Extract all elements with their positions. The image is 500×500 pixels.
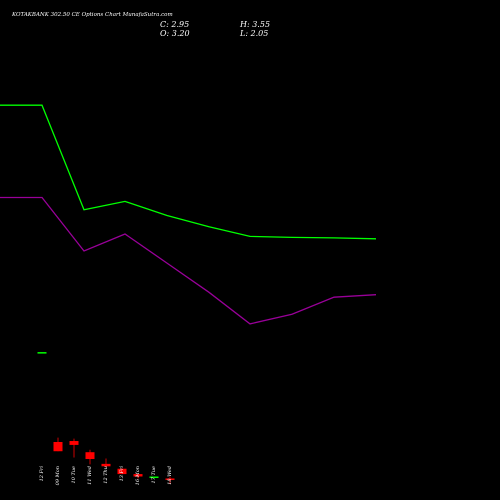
candlesticks: [37, 352, 175, 485]
candle-0: [37, 352, 47, 354]
candle-5: [117, 468, 127, 475]
x-tick-label: 09 Mon: [55, 466, 61, 485]
x-tick-label: 12 Fri: [39, 466, 45, 482]
x-tick-label: 12 Thu: [103, 466, 109, 484]
candle-4: [101, 458, 111, 468]
candle-body: [69, 441, 79, 445]
moving-average-lines: [0, 104, 377, 325]
candle-body: [133, 474, 143, 477]
candle-body: [149, 476, 159, 479]
x-tick-label: 18 Wed: [167, 466, 173, 485]
open-value: O: 3.20: [160, 29, 190, 38]
candle-body: [37, 352, 47, 354]
x-tick-label: 16 Mon: [135, 466, 141, 485]
candle-body: [101, 463, 111, 467]
candle-3: [85, 449, 95, 465]
chart-title: KOTAKBANK 302.50 CE Options Chart Munafa…: [11, 12, 173, 18]
x-tick-label: 11 Wed: [87, 466, 93, 485]
high-value: H: 3.55: [239, 20, 270, 29]
candle-1: [53, 437, 63, 452]
x-tick-label: 17 Tue: [151, 466, 157, 484]
candle-7: [149, 476, 159, 479]
candle-body: [53, 441, 63, 452]
candle-body: [85, 452, 95, 460]
low-value: L: 2.05: [239, 29, 268, 38]
close-value: C: 2.95: [160, 20, 189, 29]
candle-2: [69, 438, 79, 458]
x-axis-ticks: 12 Fri 09 Mon 10 Tue 11 Wed 12 Thu 13 Fri 16 M…: [39, 466, 173, 486]
series-line-0: [0, 104, 377, 240]
x-tick-label: 13 Fri: [119, 466, 125, 482]
series-line-1: [0, 196, 377, 325]
x-tick-label: 10 Tue: [71, 466, 77, 484]
candle-8: [165, 476, 175, 485]
candle-6: [133, 474, 143, 479]
candle-body: [117, 468, 127, 475]
candle-body: [165, 478, 175, 480]
